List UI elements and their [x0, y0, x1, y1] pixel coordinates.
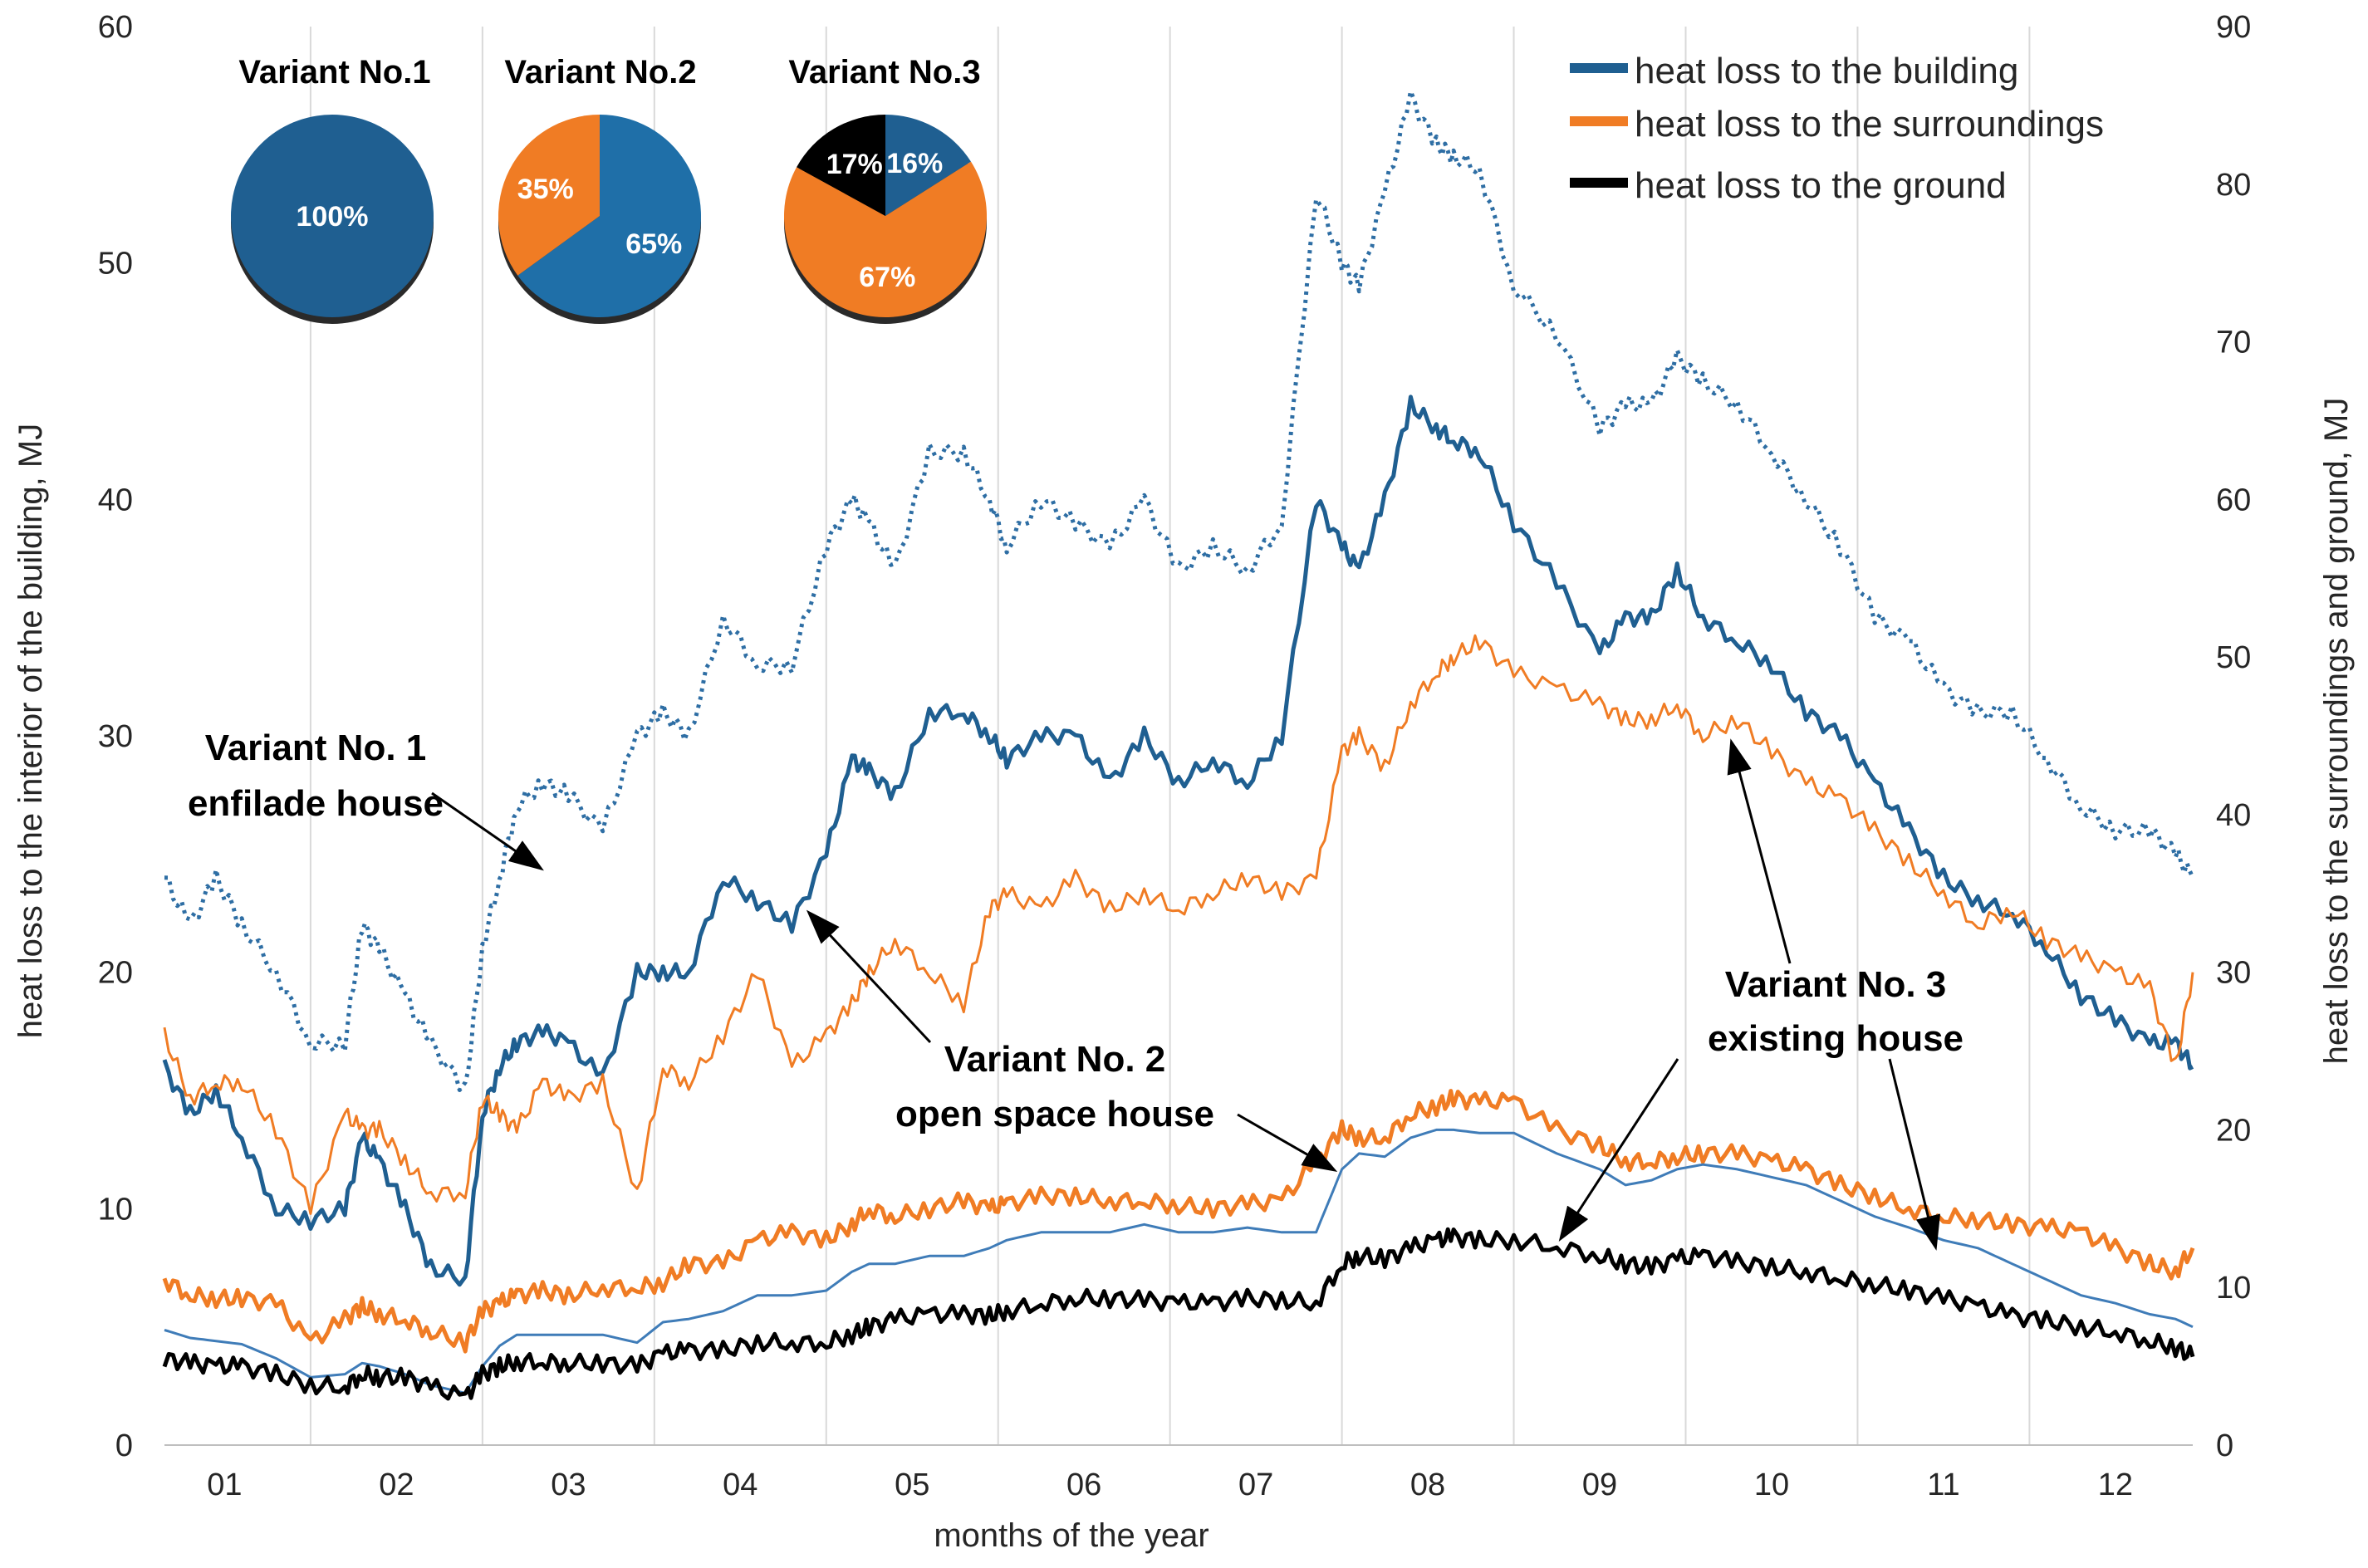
annotations: Variant No. 1 enfilade house Variant No.…: [188, 728, 1964, 1251]
series-line-6: [162, 1227, 2195, 1401]
y-left-tick-label: 20: [98, 956, 133, 991]
legend-label-ground: heat loss to the ground: [1635, 165, 2007, 206]
x-tick-label: 07: [1238, 1468, 1273, 1502]
x-tick-label: 09: [1582, 1468, 1617, 1502]
y-axis-left-title: heat loss to the interior of the buildin…: [12, 424, 49, 1038]
pie-title-3: Variant No.3: [788, 54, 980, 91]
y-right-tick-label: 20: [2216, 1113, 2251, 1148]
series-lines: [162, 89, 2195, 1401]
legend-swatch-surroundings: [1570, 116, 1628, 126]
legend-swatch-building: [1570, 63, 1628, 73]
annotation-variant2-line2: open space house: [895, 1094, 1214, 1134]
pie-2-slice: [517, 115, 701, 317]
series-line-4: [162, 1089, 2195, 1354]
annotation-variant3-arrow-a: [1727, 738, 1792, 964]
pie-3-slice: [885, 115, 972, 216]
annotation-variant3-line1: Variant No. 3: [1725, 964, 1947, 1005]
x-tick-label: 12: [2098, 1468, 2133, 1502]
y-right-tick-label: 10: [2216, 1271, 2251, 1306]
pie-1-slice: [231, 115, 434, 317]
y-left-tick-label: 40: [98, 483, 133, 517]
y-left-tick-label: 30: [98, 719, 133, 754]
legend-label-building: heat loss to the building: [1635, 51, 2018, 91]
x-tick-label: 03: [551, 1468, 586, 1502]
pie-3-slice-label: 17%: [826, 149, 883, 180]
pie-title-2: Variant No.2: [504, 54, 696, 91]
y-left-tick-label: 10: [98, 1192, 133, 1227]
x-tick-label: 06: [1066, 1468, 1101, 1502]
x-tick-label: 02: [379, 1468, 414, 1502]
pie-3-slice: [797, 115, 885, 216]
legend-swatch-ground: [1570, 178, 1628, 188]
y-right-tick-label: 50: [2216, 640, 2251, 675]
y-right-tick-label: 60: [2216, 483, 2251, 517]
y-left-tick-label: 60: [98, 10, 133, 45]
y-axis-right-title: heat loss to the surroundings and ground…: [2318, 398, 2355, 1065]
series-line-2: [162, 394, 2194, 1287]
y-left-tick-label: 0: [115, 1428, 133, 1463]
legend-label-surroundings: heat loss to the surroundings: [1635, 104, 2104, 145]
pie-3-slice-label: 67%: [859, 262, 915, 293]
annotation-variant2-line1: Variant No. 2: [944, 1039, 1166, 1080]
legend: heat loss to the building heat loss to t…: [1570, 51, 2104, 206]
pie-2-slice-label: 65%: [625, 228, 682, 260]
x-tick-label: 11: [1927, 1468, 1959, 1502]
pie-1-slice-label: 100%: [297, 201, 369, 233]
pie-title-1: Variant No.1: [238, 54, 430, 91]
y-left-tick-label: 50: [98, 247, 133, 282]
axes: 0 10 20 30 40 50 60 0 10 20 30 40 50 60 70 80 90 01 02 03 04…: [98, 10, 2252, 1502]
annotation-variant1-arrow: [431, 791, 544, 871]
pie-2-slice: [498, 115, 600, 276]
y-right-tick-label: 90: [2216, 10, 2251, 45]
pie-charts: Variant No.1 Variant No.2 Variant No.3 1…: [231, 54, 987, 324]
x-tick-label: 04: [723, 1468, 757, 1502]
y-right-tick-label: 30: [2216, 956, 2251, 991]
pie-2-slice-label: 35%: [517, 174, 574, 205]
y-right-tick-label: 80: [2216, 168, 2251, 203]
annotation-variant3-line2: existing house: [1708, 1018, 1964, 1059]
annotation-variant2-arrow-a: [806, 909, 932, 1044]
x-tick-label: 10: [1754, 1468, 1789, 1502]
y-right-tick-label: 0: [2216, 1428, 2233, 1463]
y-right-tick-label: 70: [2216, 326, 2251, 360]
annotation-variant3-arrow-b: [1558, 1058, 1679, 1242]
pie-3-slice-label: 16%: [886, 148, 943, 179]
annotation-variant3-arrow-c: [1888, 1058, 1941, 1251]
x-tick-label: 01: [207, 1468, 242, 1502]
annotation-variant1-line2: enfilade house: [188, 783, 444, 824]
pie-3-slice: [784, 161, 987, 317]
x-axis-title: months of the year: [934, 1517, 1209, 1554]
series-line-1: [164, 89, 2195, 1092]
y-right-tick-label: 40: [2216, 798, 2251, 833]
series-line-3: [163, 634, 2194, 1215]
annotation-variant2-arrow-b: [1237, 1113, 1338, 1172]
x-tick-label: 08: [1410, 1468, 1445, 1502]
x-tick-label: 05: [895, 1468, 929, 1502]
annotation-variant1-line1: Variant No. 1: [205, 728, 427, 768]
